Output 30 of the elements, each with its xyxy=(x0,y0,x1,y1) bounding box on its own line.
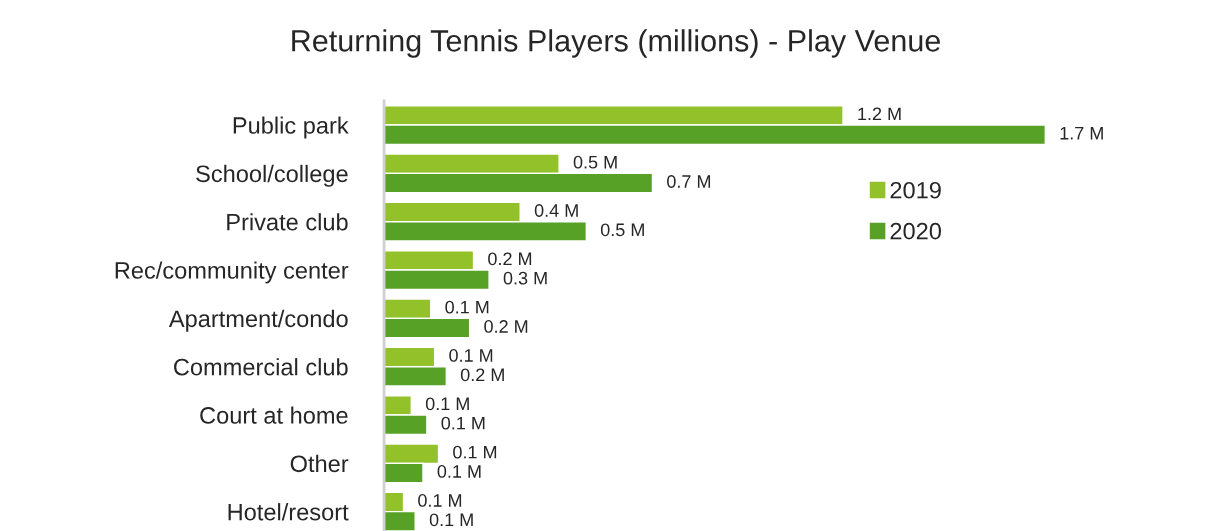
data-label: 1.2 M xyxy=(858,107,901,121)
legend-label: 2020 xyxy=(890,222,941,240)
data-label: 0.2 M xyxy=(460,368,504,382)
y-tick-label: Apartment/condo xyxy=(168,309,348,332)
y-tick-label: Other xyxy=(290,454,349,473)
y-tick-label: Commercial club xyxy=(174,358,348,376)
y-tick-label: Court at home xyxy=(200,406,348,424)
data-label: 1.7 M xyxy=(1060,126,1103,140)
data-label: 0.1 M xyxy=(441,416,485,430)
y-tick-label: Public park xyxy=(233,116,349,139)
data-label: 0.5 M xyxy=(573,155,617,169)
data-label: 0.1 M xyxy=(425,397,469,411)
y-tick-label: Private club xyxy=(227,213,348,231)
y-tick-label: School/college xyxy=(196,164,348,187)
data-label: 0.5 M xyxy=(600,223,644,237)
legend-label: 2019 xyxy=(890,181,941,199)
y-tick-label: Hotel/resort xyxy=(228,503,349,521)
data-label: 0.1 M xyxy=(445,300,489,314)
data-label: 0.3 M xyxy=(503,271,547,285)
data-label: 0.1 M xyxy=(418,494,462,507)
data-label: 0.2 M xyxy=(484,320,528,333)
data-label: 0.1 M xyxy=(449,349,493,362)
data-label: 0.7 M xyxy=(667,175,711,188)
y-tick-label: Rec/community center xyxy=(115,261,349,284)
data-label: 0.1 M xyxy=(429,513,473,527)
data-label: 0.1 M xyxy=(453,445,497,459)
data-label: 0.4 M xyxy=(534,204,578,217)
data-label: 0.2 M xyxy=(488,252,532,266)
chart-title: Returning Tennis Players (millions) - Play Venue xyxy=(292,29,940,58)
data-label: 0.1 M xyxy=(437,465,481,478)
